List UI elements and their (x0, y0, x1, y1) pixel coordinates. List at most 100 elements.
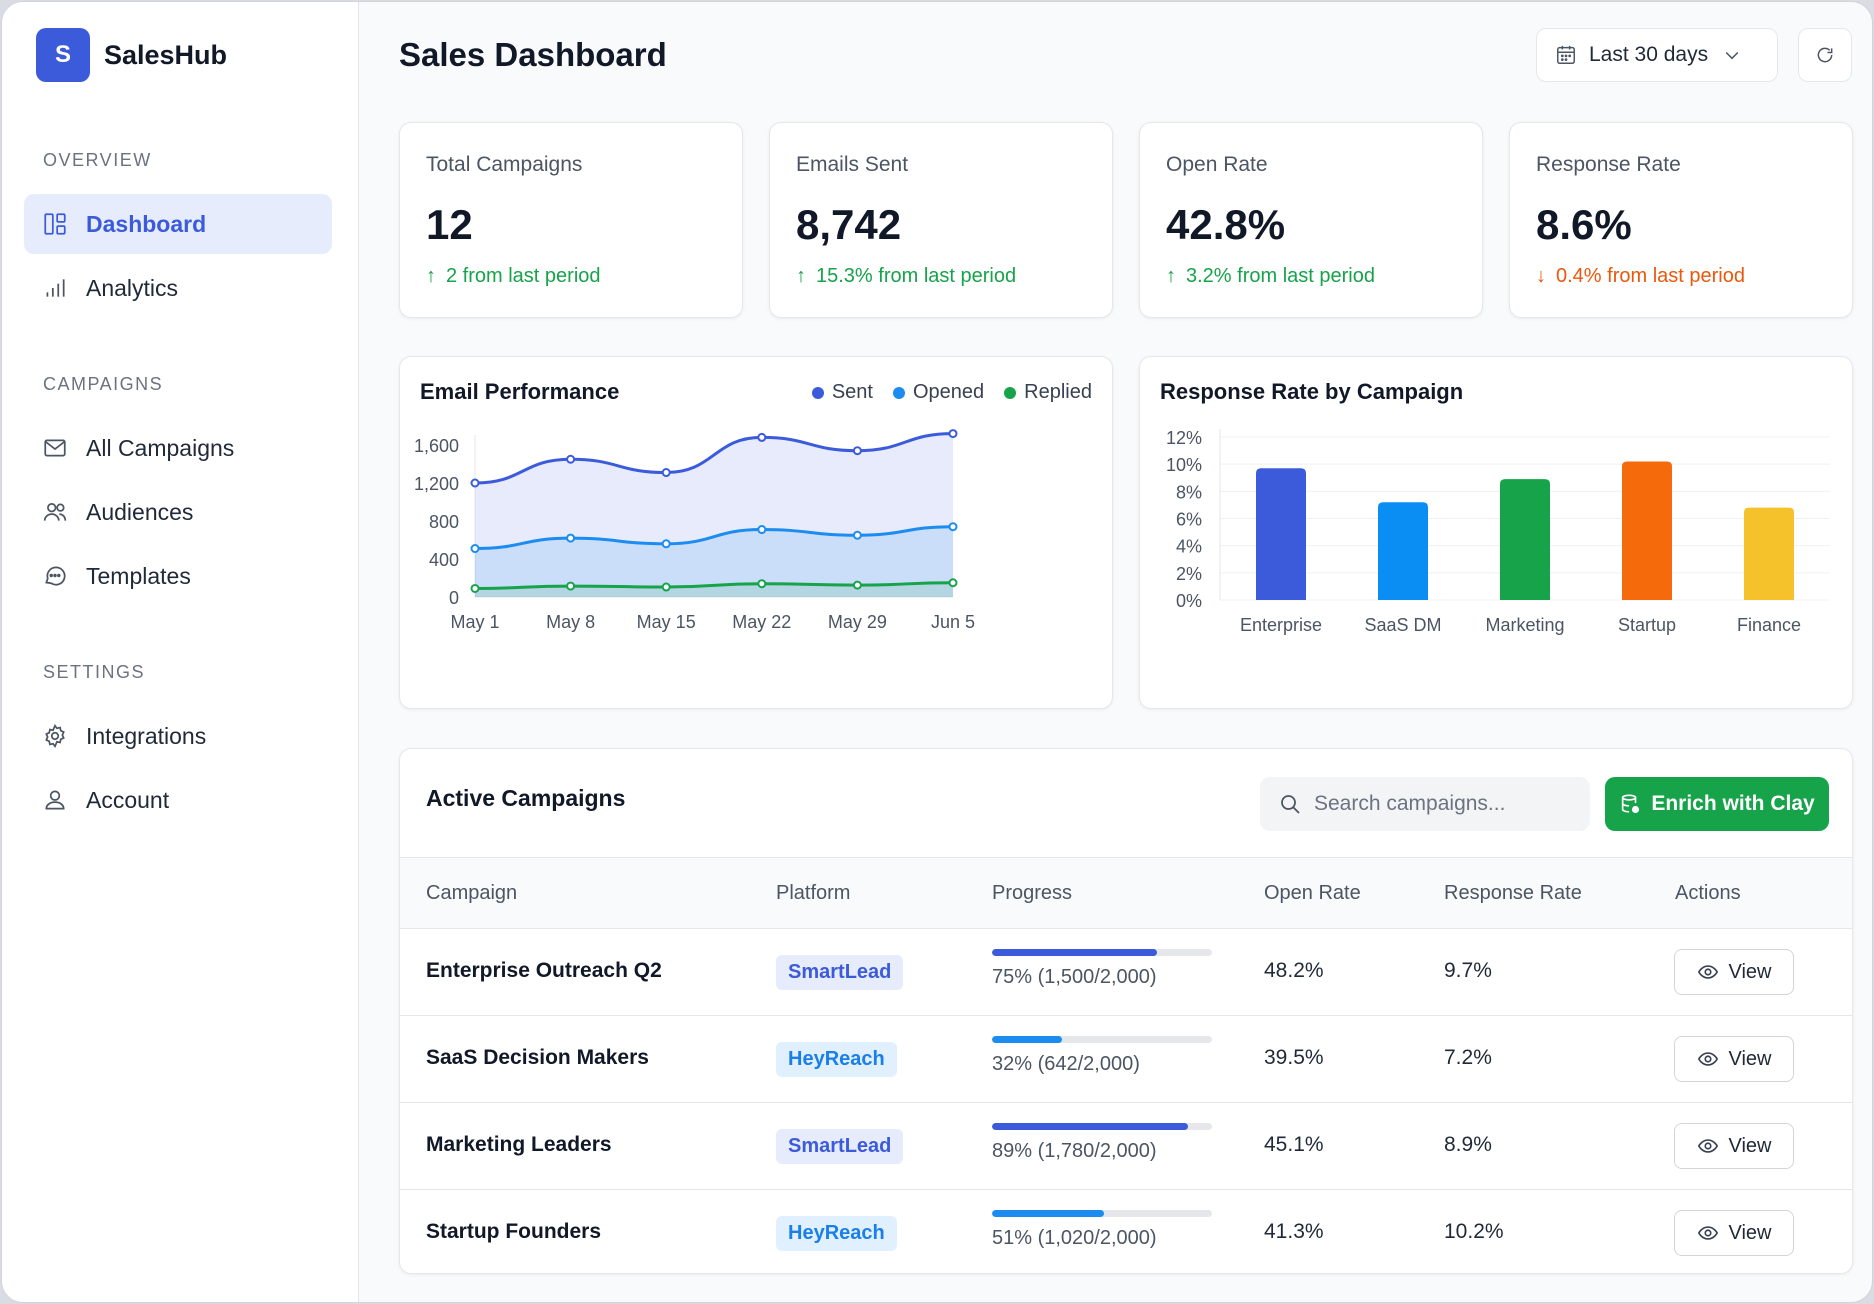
legend-item-replied[interactable]: Replied (1004, 381, 1092, 404)
series-line-sent (474, 432, 954, 485)
progress-cell: 51% (1,020/2,000) (992, 1210, 1212, 1250)
platform-badge: HeyReach (776, 1216, 897, 1251)
stat-change: ↓ 0.4% from last period (1536, 265, 1745, 288)
table-row[interactable]: Startup Founders HeyReach 51% (1,020/2,0… (400, 1190, 1852, 1273)
progress-text: 89% (1,780/2,000) (992, 1140, 1157, 1162)
campaign-name: Marketing Leaders (426, 1133, 612, 1156)
platform-badge: SmartLead (776, 955, 904, 990)
sidebar-item-label: Integrations (86, 722, 207, 749)
search-box[interactable] (1260, 777, 1590, 831)
data-point-replied (757, 579, 767, 589)
data-point-sent (757, 432, 767, 442)
data-point-opened (757, 525, 767, 535)
mail-icon (44, 439, 66, 457)
eye-icon (1697, 965, 1718, 979)
response-rate-value: 9.7% (1444, 959, 1492, 982)
data-point-sent (948, 429, 958, 439)
sidebar-item-analytics[interactable]: Analytics (24, 258, 332, 318)
refresh-button[interactable] (1798, 28, 1852, 82)
view-button-label: View (1728, 1221, 1772, 1244)
data-point-opened (566, 533, 576, 543)
sidebar-item-integrations[interactable]: Integrations (24, 706, 332, 766)
table-header: Campaign Platform Progress Open Rate Res… (400, 857, 1852, 929)
view-button[interactable]: View (1674, 1210, 1794, 1256)
brand-logo: S (36, 28, 90, 82)
progress-text: 32% (642/2,000) (992, 1053, 1140, 1075)
data-point-replied (852, 580, 862, 590)
user-icon (45, 790, 65, 810)
column-header-response-rate[interactable]: Response Rate (1444, 882, 1582, 904)
data-point-opened (948, 522, 958, 532)
column-header-campaign[interactable]: Campaign (426, 882, 518, 904)
data-point-replied (470, 583, 480, 593)
legend-dot (1004, 386, 1017, 399)
progress-text: 75% (1,500/2,000) (992, 966, 1157, 988)
y-tick-label: 1,600 (414, 436, 459, 456)
main-content: Sales Dashboard Last 30 days Total Campa… (359, 2, 1872, 1302)
stat-label: Total Campaigns (426, 153, 583, 176)
stat-label: Response Rate (1536, 153, 1681, 176)
stat-card-response-rate: Response Rate 8.6% ↓ 0.4% from last perio… (1509, 122, 1853, 318)
data-point-sent (566, 454, 576, 464)
sidebar-item-account[interactable]: Account (24, 770, 332, 830)
enrich-button-label: Enrich with Clay (1651, 792, 1815, 815)
sidebar-item-label: Dashboard (86, 210, 207, 237)
search-icon (1281, 795, 1300, 814)
chart-legend: Sent Opened Replied (792, 381, 1092, 404)
table-row[interactable]: SaaS Decision Makers HeyReach 32% (642/2… (400, 1016, 1852, 1103)
view-button[interactable]: View (1674, 1123, 1794, 1169)
sidebar-item-dashboard[interactable]: Dashboard (24, 194, 332, 254)
sidebar-item-templates[interactable]: Templates (24, 546, 332, 606)
campaign-name: SaaS Decision Makers (426, 1046, 649, 1069)
legend-item-opened[interactable]: Opened (893, 381, 984, 404)
view-button[interactable]: View (1674, 1036, 1794, 1082)
response-rate-value: 10.2% (1444, 1220, 1504, 1243)
brand-name: SalesHub (104, 39, 228, 70)
progress-bar (992, 1123, 1212, 1130)
brand[interactable]: S SalesHub (36, 28, 227, 82)
response-rate-chart: 0% 2% 4% 6% 8% 10% 12% Enterprise SaaS DM Marketi… (1166, 428, 1830, 635)
message-icon (45, 566, 66, 586)
view-button[interactable]: View (1674, 949, 1794, 995)
calendar-icon (1557, 45, 1575, 64)
legend-label: Replied (1024, 381, 1092, 403)
platform-badge: HeyReach (776, 1042, 897, 1077)
response-rate-value: 7.2% (1444, 1046, 1492, 1069)
y-tick-label: 1,200 (414, 474, 459, 494)
chevron-down-icon (1725, 51, 1739, 60)
progress-bar-fill (992, 1036, 1063, 1043)
gear-icon (45, 723, 65, 749)
bar-finance (1744, 507, 1794, 600)
legend-item-sent[interactable]: Sent (811, 381, 873, 404)
table-row[interactable]: Marketing Leaders SmartLead 89% (1,780/2… (400, 1103, 1852, 1190)
sidebar-item-audiences[interactable]: Audiences (24, 482, 332, 542)
eye-icon (1697, 1139, 1718, 1153)
y-tick-label: 12% (1166, 428, 1202, 448)
enrich-with-clay-button[interactable]: Enrich with Clay (1605, 777, 1829, 831)
stat-change-text: 0.4% from last period (1556, 265, 1745, 287)
progress-bar-fill (992, 949, 1157, 956)
campaign-name: Enterprise Outreach Q2 (426, 959, 662, 982)
stat-change-text: 2 from last period (446, 265, 601, 287)
eye-icon (1697, 1052, 1718, 1066)
sidebar-item-all-campaigns[interactable]: All Campaigns (24, 418, 332, 478)
column-header-platform[interactable]: Platform (776, 882, 851, 904)
platform-badge: SmartLead (776, 1129, 904, 1164)
progress-bar-fill (992, 1123, 1188, 1130)
x-tick-label: Finance (1737, 615, 1801, 635)
y-tick-label: 400 (429, 550, 459, 570)
progress-cell: 75% (1,500/2,000) (992, 949, 1212, 989)
stat-label: Open Rate (1166, 153, 1268, 176)
column-header-progress[interactable]: Progress (992, 882, 1073, 904)
column-header-open-rate[interactable]: Open Rate (1264, 882, 1361, 904)
bar-chart-icon (46, 279, 65, 297)
table-row[interactable]: Enterprise Outreach Q2 SmartLead 75% (1,… (400, 929, 1852, 1016)
search-input[interactable] (1314, 792, 1574, 816)
date-range-button[interactable]: Last 30 days (1536, 28, 1778, 82)
y-tick-label: 0 (449, 588, 459, 608)
stat-card-emails-sent: Emails Sent 8,742 ↑ 15.3% from last perio… (769, 122, 1113, 318)
x-tick-label: May 15 (637, 612, 696, 632)
date-range-label: Last 30 days (1589, 43, 1709, 66)
arrow-down-icon: ↓ (1536, 265, 1546, 287)
stat-label: Emails Sent (796, 153, 909, 176)
